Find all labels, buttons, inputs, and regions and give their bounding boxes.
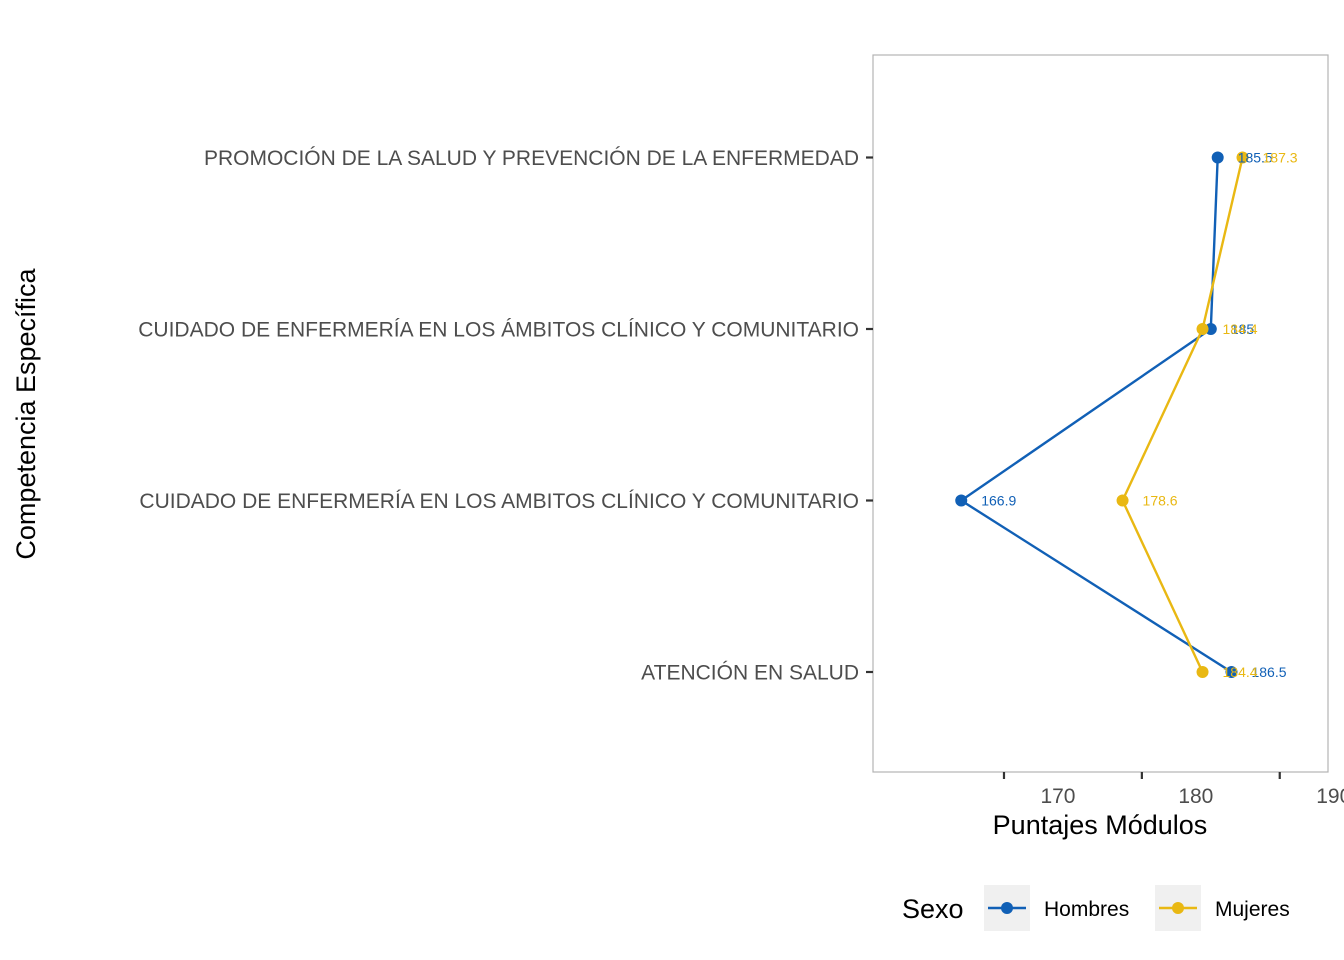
x-tick-label: 190 (1316, 785, 1344, 808)
data-point (1204, 323, 1217, 335)
data-point (955, 494, 968, 507)
legend-key-point (1172, 902, 1184, 914)
category-axis: ATENCIÓN EN SALUD CUIDADO DE ENFERMERÍA E… (138, 147, 873, 685)
data-point (1196, 323, 1209, 335)
series-line-mujeres (1121, 157, 1244, 673)
series-points (955, 151, 1249, 678)
x-axis-title: Puntajes Módulos (993, 810, 1208, 840)
x-tick-label: 170 (1040, 785, 1075, 808)
data-label: 187.3 (1263, 150, 1298, 166)
x-tick-label: 180 (1178, 785, 1213, 808)
series-lines (960, 157, 1244, 674)
series-line-hombres (960, 157, 1233, 674)
legend-label: Hombres (1044, 898, 1129, 921)
data-point (1211, 151, 1224, 164)
y-axis-title: Competencia Específica (11, 267, 41, 559)
legend-key-point (1001, 902, 1013, 914)
value-axis: 170 180 190 (1002, 772, 1344, 808)
category-label: CUIDADO DE ENFERMERÍA EN LOS AMBITOS CLÍ… (139, 490, 859, 513)
data-label: 184.4 (1223, 321, 1258, 337)
data-point (1236, 151, 1249, 164)
category-label: CUIDADO DE ENFERMERÍA EN LOS ÁMBITOS CLÍ… (138, 319, 859, 342)
data-label: 186.5 (1251, 664, 1286, 680)
data-label: 185 (1231, 321, 1255, 337)
data-point (1225, 666, 1238, 678)
data-label: 178.6 (1143, 493, 1178, 509)
data-label: 185.5 (1238, 150, 1273, 166)
legend-title: Sexo (902, 894, 964, 924)
data-point (1116, 494, 1129, 507)
category-label: PROMOCIÓN DE LA SALUD Y PREVENCIÓN DE LA… (204, 147, 859, 170)
data-label: 166.9 (981, 493, 1016, 509)
plot-panel (872, 54, 1329, 773)
legend: Sexo Hombres Mujeres (902, 885, 1290, 931)
data-point (1196, 666, 1209, 678)
category-label: ATENCIÓN EN SALUD (641, 662, 859, 685)
data-label: 184.4 (1223, 664, 1258, 680)
data-labels: 186.5 166.9 185 185.5 184.4 178.6 184.4 187.3 (981, 150, 1298, 681)
legend-label: Mujeres (1215, 898, 1290, 921)
